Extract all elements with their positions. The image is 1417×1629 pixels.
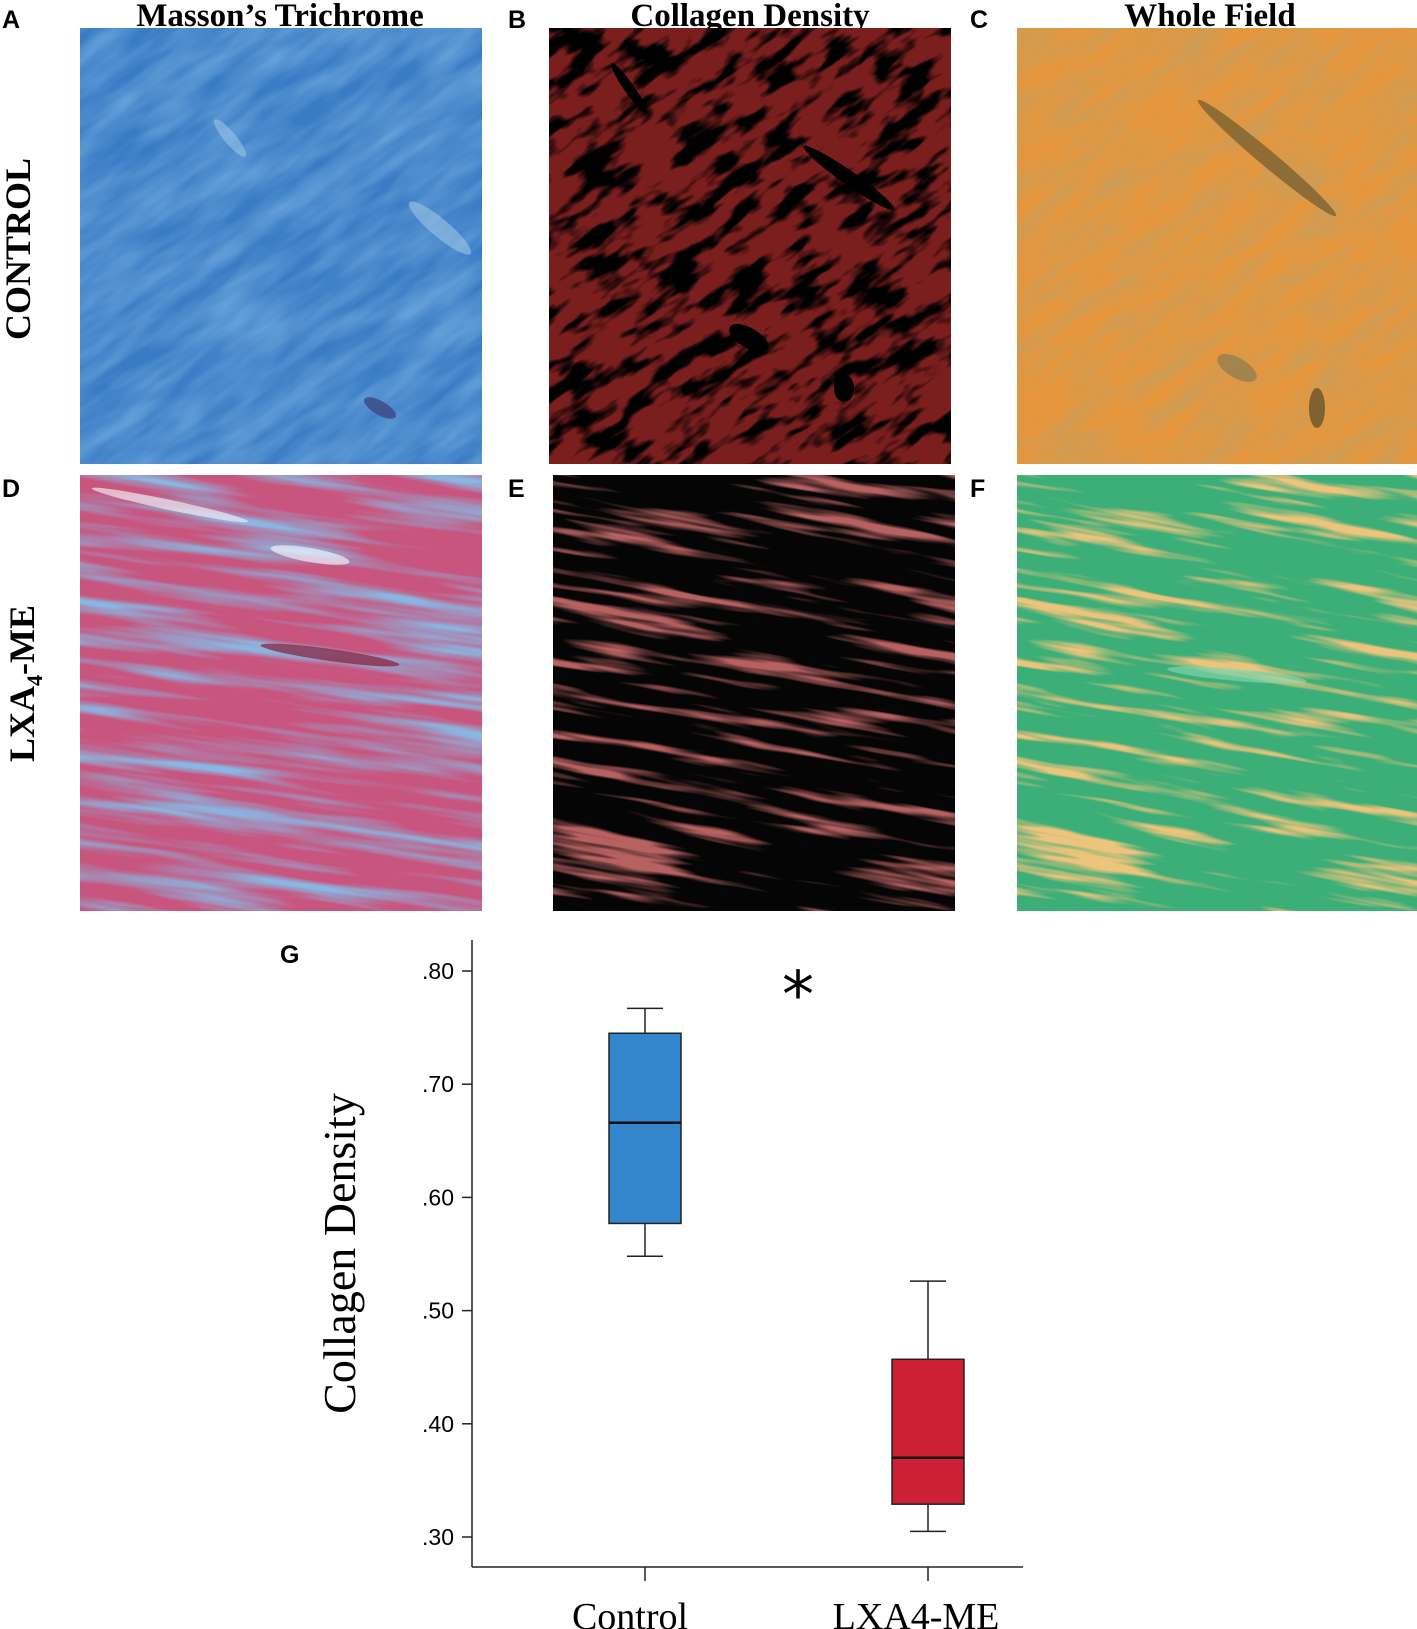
x-tick-label: LXA4-ME bbox=[833, 1596, 1000, 1629]
panel-letter-c: C bbox=[970, 6, 989, 34]
image-f-lxa-whole-field bbox=[1017, 475, 1417, 911]
panel-letter-g: G bbox=[280, 941, 300, 969]
row-label-lxa-text: LXA bbox=[2, 685, 42, 762]
panel-letter-d: D bbox=[2, 475, 21, 503]
box-iqr bbox=[608, 1032, 682, 1225]
image-e-lxa-collagen-density bbox=[553, 475, 955, 911]
image-a-control-trichrome bbox=[80, 28, 482, 464]
y-axis-title: Collagen Density bbox=[314, 1093, 365, 1414]
row-label-control: CONTROL bbox=[0, 157, 38, 340]
y-tick-label: .70 bbox=[422, 1071, 454, 1097]
y-tick-label: .80 bbox=[422, 958, 454, 984]
box-iqr bbox=[891, 1358, 965, 1505]
row-label-lxa-subscript: 4 bbox=[22, 674, 48, 686]
y-tick-label: .60 bbox=[422, 1184, 454, 1210]
x-tick-label: Control bbox=[572, 1596, 688, 1629]
y-tick-label: .50 bbox=[422, 1298, 454, 1324]
box-plot-chart: .30 .40 .50 .60 .70 .80 Collagen Density Contro… bbox=[0, 920, 1417, 1629]
panel-letter-b: B bbox=[508, 6, 527, 34]
row-label-control-text: CONTROL bbox=[0, 157, 38, 340]
image-d-lxa-trichrome bbox=[80, 475, 482, 911]
row-label-lxa-tail: -ME bbox=[2, 605, 42, 675]
panel-letter-e: E bbox=[508, 475, 525, 503]
panel-letter-a: A bbox=[2, 6, 21, 34]
y-tick-label: .30 bbox=[422, 1524, 454, 1550]
y-tick-label: .40 bbox=[422, 1411, 454, 1437]
box-plot-svg: .30 .40 .50 .60 .70 .80 Collagen Density Contro… bbox=[314, 940, 1023, 1629]
panel-letter-f: F bbox=[970, 475, 986, 503]
significance-asterisk: * bbox=[782, 959, 814, 1033]
image-b-control-collagen-density bbox=[549, 28, 951, 464]
image-c-control-whole-field bbox=[1017, 28, 1417, 464]
row-label-lxa4-me: LXA4-ME bbox=[2, 605, 48, 762]
